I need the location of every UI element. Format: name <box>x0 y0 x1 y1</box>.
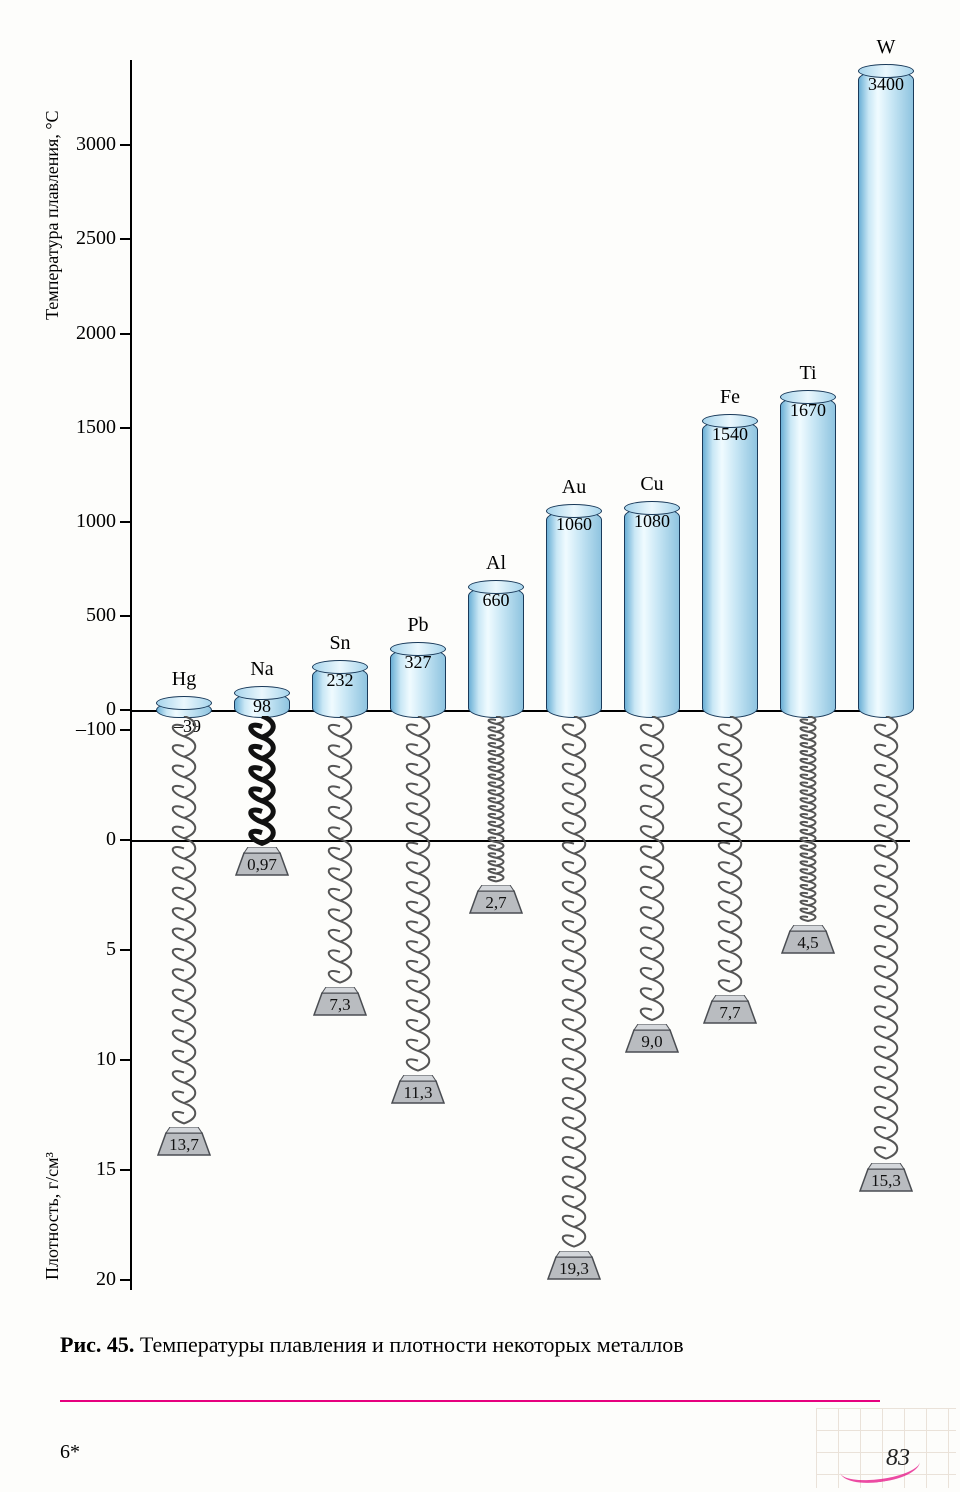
element-symbol: Cu <box>622 473 682 496</box>
melt-tick-label: 2500 <box>40 227 116 250</box>
melt-value-label: 327 <box>388 652 448 673</box>
density-value-label: 7,7 <box>705 1003 755 1023</box>
melt-value-label: 232 <box>310 670 370 691</box>
density-value-label: 13,7 <box>159 1135 209 1155</box>
density-tick <box>120 949 132 951</box>
figure-caption-text: Температуры плавления и плотности некото… <box>140 1332 684 1357</box>
melt-value-label: 660 <box>466 590 526 611</box>
melt-tick <box>120 615 132 617</box>
density-tick-label: 20 <box>60 1268 116 1291</box>
density-spring <box>476 716 516 885</box>
footer-right: 83 <box>886 1445 910 1472</box>
melt-tick-label: 3000 <box>40 133 116 156</box>
melt-tick <box>120 729 132 731</box>
density-value-label: 0,97 <box>237 855 287 875</box>
density-value-label: 11,3 <box>393 1083 443 1103</box>
element-symbol: Hg <box>154 668 214 691</box>
element-symbol: Sn <box>310 632 370 655</box>
density-tick-label: 5 <box>60 938 116 961</box>
element-symbol: Au <box>544 476 604 499</box>
density-tick <box>120 1279 132 1281</box>
melt-value-label: 3400 <box>856 74 916 95</box>
melt-tick <box>120 238 132 240</box>
metals-chart: Температура плавления, °С Плотность, г/с… <box>90 60 920 1300</box>
figure-caption: Рис. 45. Температуры плавления и плотнос… <box>60 1330 820 1360</box>
melt-tick-label: 500 <box>40 604 116 627</box>
density-spring <box>710 716 750 995</box>
density-spring <box>788 716 828 925</box>
density-tick-label: 0 <box>60 828 116 851</box>
density-spring <box>632 716 672 1024</box>
density-value-label: 7,3 <box>315 995 365 1015</box>
melt-value-label: 1540 <box>700 424 760 445</box>
figure-caption-prefix: Рис. 45. <box>60 1332 134 1357</box>
melt-tick <box>120 144 132 146</box>
caption-rule <box>60 1400 880 1402</box>
element-symbol: Fe <box>700 386 760 409</box>
melt-tick <box>120 333 132 335</box>
melt-tick-label: –100 <box>40 718 116 741</box>
element-symbol: Na <box>232 658 292 681</box>
melt-bar <box>702 420 758 718</box>
melt-tick-label: 2000 <box>40 322 116 345</box>
melt-tick-label: 1000 <box>40 510 116 533</box>
density-tick <box>120 1059 132 1061</box>
element-symbol: Al <box>466 552 526 575</box>
element-symbol: Pb <box>388 614 448 637</box>
melt-bar <box>546 510 602 718</box>
footer-left: 6* <box>60 1441 80 1464</box>
melt-tick-label: 0 <box>40 698 116 721</box>
melt-tick <box>120 427 132 429</box>
density-value-label: 4,5 <box>783 933 833 953</box>
density-value-label: 2,7 <box>471 893 521 913</box>
density-tick <box>120 1169 132 1171</box>
melt-tick <box>120 709 132 711</box>
melt-bar-cap <box>156 696 212 710</box>
density-spring <box>242 716 282 847</box>
melt-value-label: 98 <box>232 696 292 717</box>
density-spring <box>320 716 360 987</box>
melt-bar <box>858 70 914 718</box>
density-tick-label: 15 <box>60 1158 116 1181</box>
melt-bar <box>780 396 836 718</box>
density-tick <box>120 839 132 841</box>
density-spring <box>554 716 594 1251</box>
melt-value-label: 1080 <box>622 511 682 532</box>
density-spring <box>866 716 906 1163</box>
element-symbol: W <box>856 36 916 59</box>
density-value-label: 15,3 <box>861 1171 911 1191</box>
density-spring <box>398 716 438 1075</box>
melt-bar <box>624 507 680 718</box>
melt-value-label: 1670 <box>778 400 838 421</box>
melt-tick-label: 1500 <box>40 416 116 439</box>
density-value-label: 19,3 <box>549 1259 599 1279</box>
density-spring <box>164 716 204 1127</box>
y-axis-line <box>130 60 132 1290</box>
melt-tick <box>120 521 132 523</box>
element-symbol: Ti <box>778 362 838 385</box>
density-value-label: 9,0 <box>627 1032 677 1052</box>
melt-value-label: 1060 <box>544 514 604 535</box>
density-tick-label: 10 <box>60 1048 116 1071</box>
